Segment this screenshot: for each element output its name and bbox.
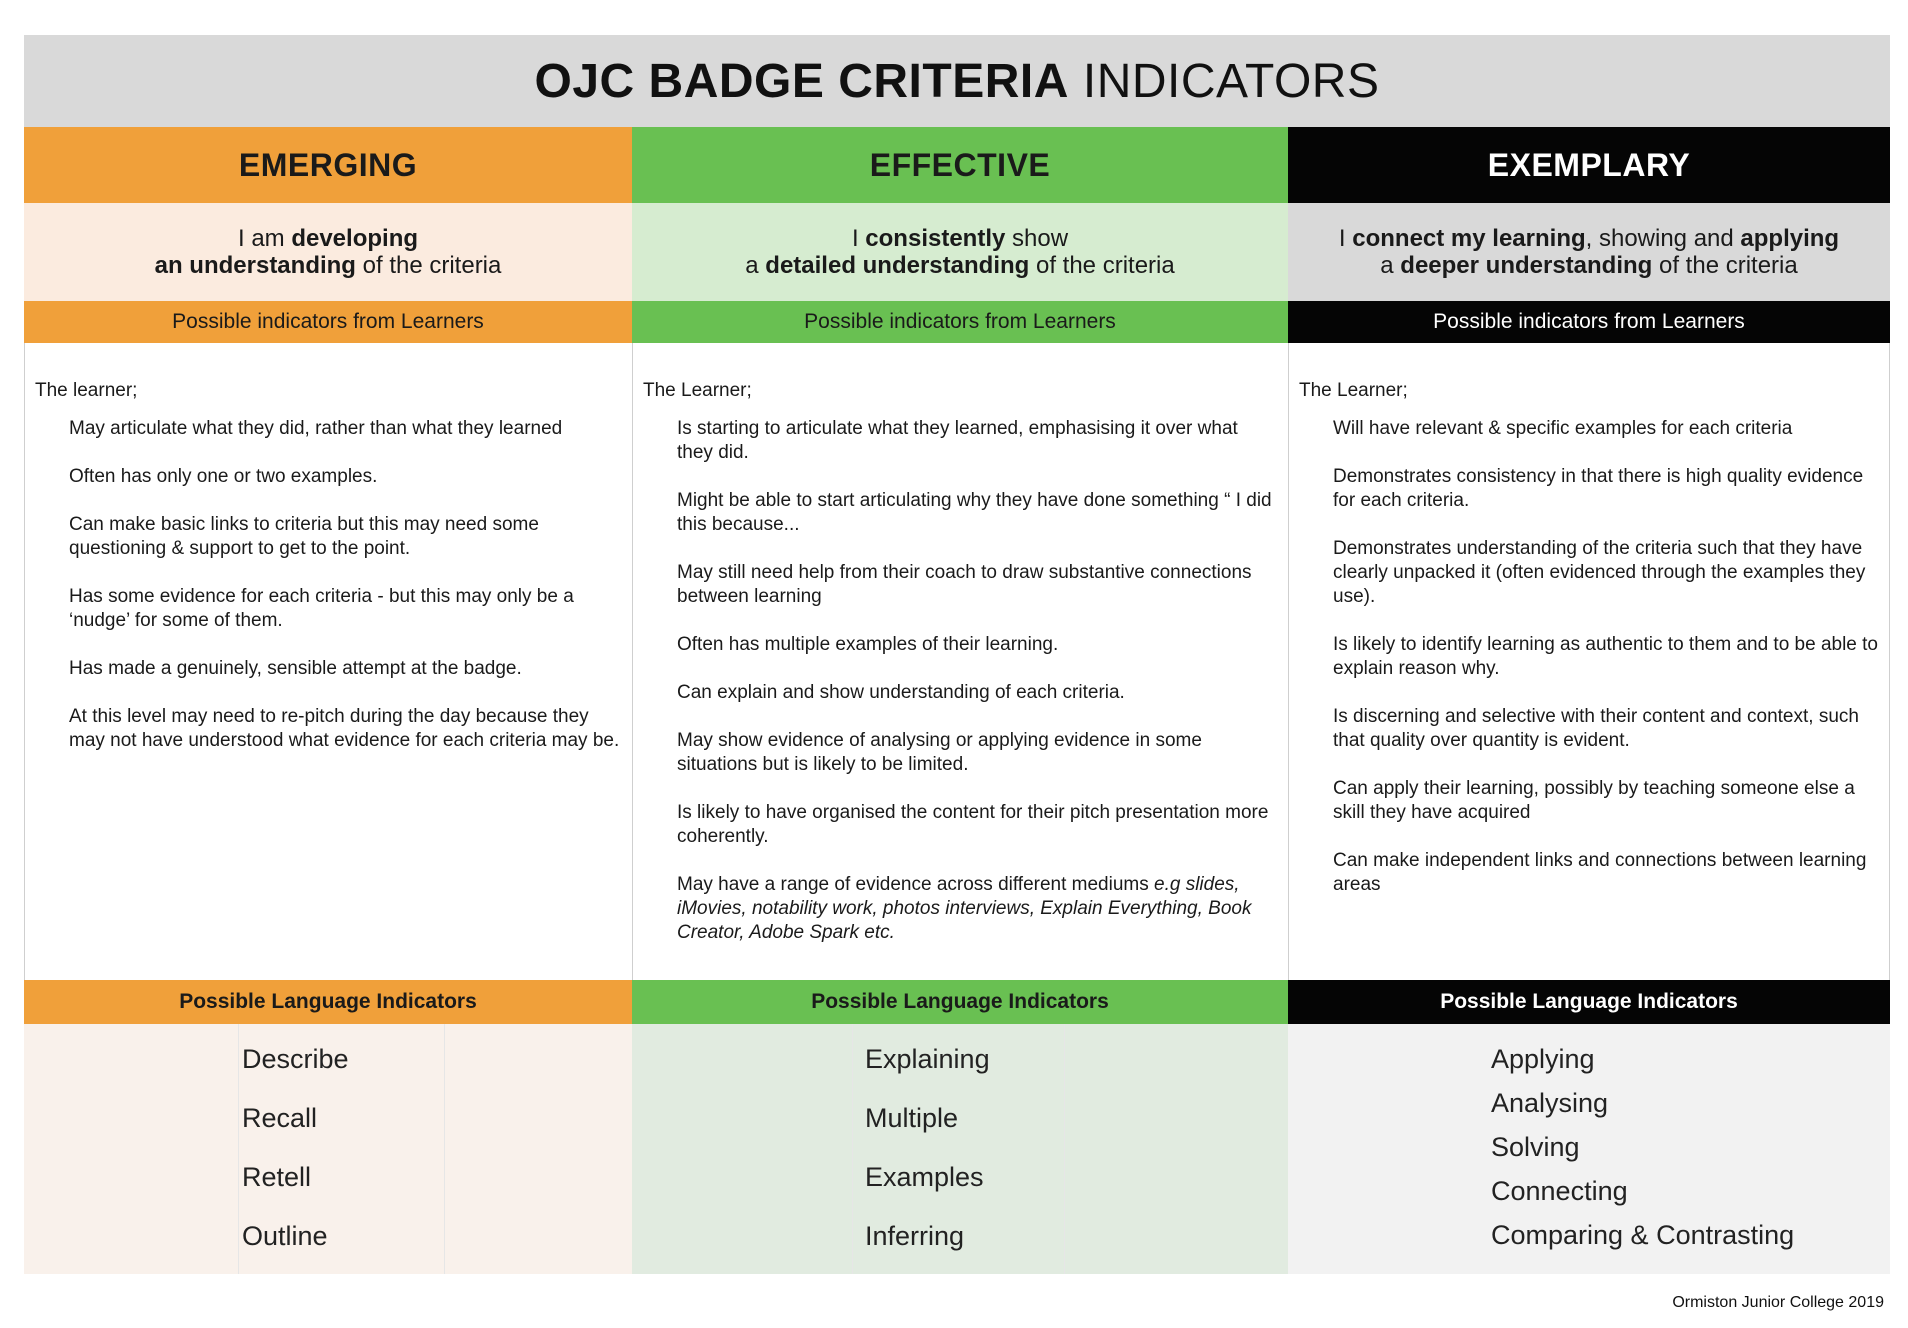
list-item: Can explain and show understanding of ea…: [677, 682, 1125, 703]
list-item: Might be able to start articulating why …: [677, 490, 1272, 535]
indicator-items: May articulate what they did, rather tha…: [35, 417, 622, 753]
indicator-items: Will have relevant & specific examples f…: [1299, 417, 1879, 897]
list-item: Can make basic links to criteria but thi…: [69, 514, 539, 559]
list-item: Is discerning and selective with their c…: [1333, 706, 1859, 751]
footer-credit: Ormiston Junior College 2019: [1672, 1294, 1884, 1311]
statement-line-1: I connect my learning, showing and apply…: [1338, 225, 1840, 252]
list-item: Demonstrates consistency in that there i…: [1333, 466, 1864, 511]
language-word: Analysing: [1491, 1088, 1609, 1118]
learner-label: The Learner;: [643, 380, 752, 401]
list-item: May still need help from their coach to …: [677, 562, 1252, 607]
indicators-list-effective: The Learner; Is starting to articulate w…: [632, 343, 1288, 980]
list-item: Has made a genuinely, sensible attempt a…: [69, 658, 522, 679]
language-bar-exemplary: Possible Language Indicators: [1288, 980, 1890, 1024]
list-item: Will have relevant & specific examples f…: [1333, 418, 1793, 439]
statement-line-2: a deeper understanding of the criteria: [1380, 252, 1798, 279]
divider: [852, 1024, 853, 1274]
list-item: Has some evidence for each criteria - bu…: [69, 586, 574, 631]
heading-effective: EFFECTIVE: [632, 127, 1288, 203]
language-word: Recall: [242, 1103, 318, 1133]
language-word: Inferring: [865, 1221, 965, 1251]
language-word: Retell: [242, 1162, 312, 1192]
list-item: Can make independent links and connectio…: [1333, 850, 1867, 895]
list-item: May show evidence of analysing or applyi…: [677, 730, 1202, 775]
language-bar-emerging: Possible Language Indicators: [24, 980, 632, 1024]
list-item: Can apply their learning, possibly by te…: [1333, 778, 1855, 823]
statement-line-1: I am developing: [237, 225, 419, 252]
statement-effective: I consistently show a detailed understan…: [632, 203, 1288, 301]
language-word: Explaining: [865, 1044, 990, 1074]
heading-exemplary: EXEMPLARY: [1288, 127, 1890, 203]
list-item: Often has multiple examples of their lea…: [677, 634, 1059, 655]
criteria-sheet: OJC BADGE CRITERIA INDICATORS EMERGING E…: [24, 35, 1890, 1274]
list-item: May have a range of evidence across diff…: [677, 874, 1252, 943]
page-title: OJC BADGE CRITERIA INDICATORS: [24, 35, 1890, 127]
list-item: Demonstrates understanding of the criter…: [1333, 538, 1866, 607]
language-word: Applying: [1491, 1044, 1595, 1074]
divider: [238, 1024, 239, 1274]
language-word: Solving: [1491, 1132, 1580, 1162]
list-item: May articulate what they did, rather tha…: [69, 418, 563, 439]
language-words-exemplary: Applying Analysing Solving Connecting Co…: [1288, 1024, 1890, 1274]
list-item: Is likely to have organised the content …: [677, 802, 1269, 847]
learner-label: The Learner;: [1299, 380, 1408, 401]
title-bold: OJC BADGE CRITERIA: [534, 54, 1069, 108]
statement-exemplary: I connect my learning, showing and apply…: [1288, 203, 1890, 301]
language-word: Outline: [242, 1221, 328, 1251]
list-item: At this level may need to re-pitch durin…: [69, 706, 620, 751]
language-word: Connecting: [1491, 1176, 1628, 1206]
statement-line-1: I consistently show: [851, 225, 1069, 252]
language-word: Examples: [865, 1162, 984, 1192]
language-bar-effective: Possible Language Indicators: [632, 980, 1288, 1024]
statement-emerging: I am developing an understanding of the …: [24, 203, 632, 301]
indicators-bar-effective: Possible indicators from Learners: [632, 301, 1288, 343]
statement-line-2: a detailed understanding of the criteria: [745, 252, 1175, 279]
language-words-effective: Explaining Multiple Examples Inferring: [632, 1024, 1288, 1274]
statement-line-2: an understanding of the criteria: [154, 252, 502, 279]
list-item: Is likely to identify learning as authen…: [1333, 634, 1878, 679]
language-word: Comparing & Contrasting: [1491, 1220, 1795, 1250]
indicator-items: Is starting to articulate what they lear…: [643, 417, 1278, 945]
language-word: Multiple: [865, 1103, 959, 1133]
heading-emerging: EMERGING: [24, 127, 632, 203]
divider: [1064, 1024, 1065, 1274]
list-item: Often has only one or two examples.: [69, 466, 378, 487]
learner-label: The learner;: [35, 380, 138, 401]
divider: [444, 1024, 445, 1274]
title-light: INDICATORS: [1082, 54, 1380, 108]
language-words-emerging: Describe Recall Retell Outline: [24, 1024, 632, 1274]
language-word: Describe: [242, 1044, 349, 1074]
indicators-bar-exemplary: Possible indicators from Learners: [1288, 301, 1890, 343]
list-item: Is starting to articulate what they lear…: [677, 418, 1238, 463]
indicators-list-exemplary: The Learner; Will have relevant & specif…: [1288, 343, 1890, 980]
criteria-grid: EMERGING EFFECTIVE EXEMPLARY I am develo…: [24, 127, 1890, 1274]
indicators-bar-emerging: Possible indicators from Learners: [24, 301, 632, 343]
indicators-list-emerging: The learner; May articulate what they di…: [24, 343, 632, 980]
